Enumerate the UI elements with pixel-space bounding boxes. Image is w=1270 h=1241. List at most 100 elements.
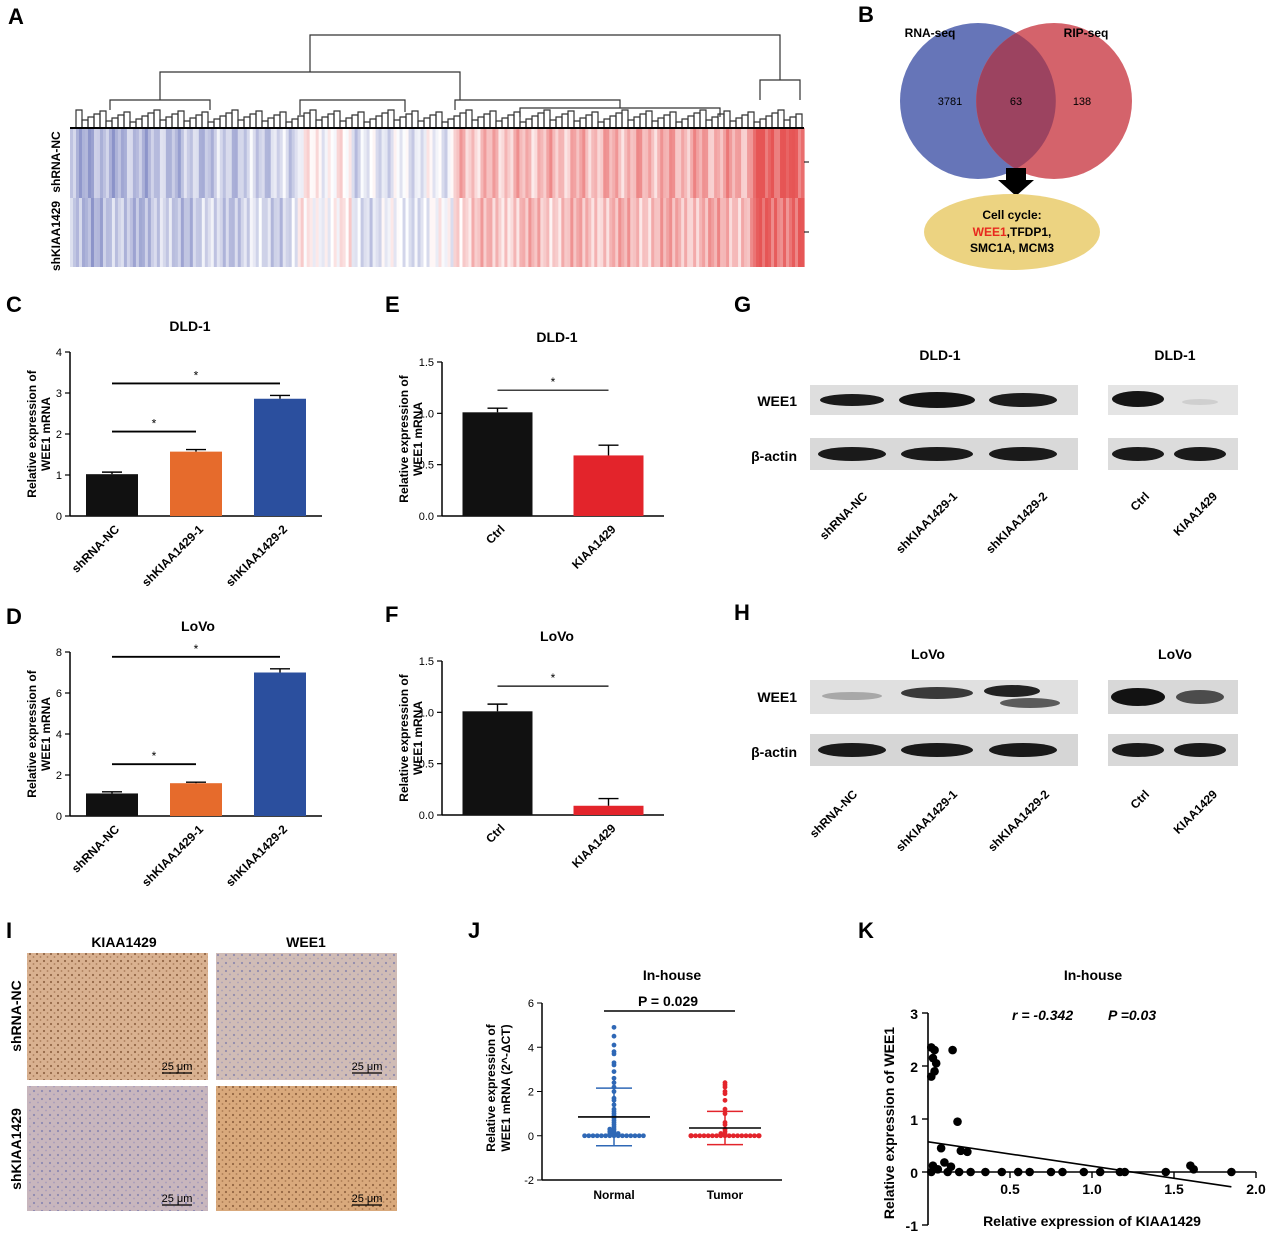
blot-g-right-title: DLD-1 <box>1154 347 1195 363</box>
heatmap-cell <box>252 128 257 198</box>
heatmap-cell <box>414 128 419 198</box>
data-point <box>611 1024 617 1030</box>
heatmap-cell <box>369 128 374 198</box>
dendrogram-branch <box>615 112 623 128</box>
heatmap-cell <box>543 198 547 267</box>
blot-g-wee1-band-1 <box>820 394 884 406</box>
bar <box>254 398 306 516</box>
y-tick-label: 4 <box>528 1042 534 1054</box>
heatmap-cell <box>705 198 709 267</box>
heatmap-cell <box>186 128 191 198</box>
heatmap-cell <box>222 198 227 267</box>
heatmap-cell <box>591 128 595 198</box>
heatmap-cell <box>237 198 242 267</box>
blot-h-lane-2: shKIAA1429-1 <box>893 787 960 854</box>
heatmap-cell <box>105 198 110 267</box>
data-point <box>739 1133 745 1139</box>
y-axis-label: Relative expression of <box>397 673 411 801</box>
heatmap-cell <box>675 128 679 198</box>
heatmap-cell <box>741 128 745 198</box>
heatmap-cell <box>408 128 413 198</box>
data-point <box>615 1133 621 1139</box>
heatmap-cell <box>621 128 625 198</box>
heatmap-cell <box>801 198 805 267</box>
data-point <box>756 1133 762 1139</box>
bar <box>573 805 644 815</box>
data-point <box>710 1133 715 1139</box>
heatmap-cell <box>540 128 544 198</box>
dendrogram-branch <box>279 111 287 128</box>
heatmap-cell <box>96 198 101 267</box>
heatmap-cell <box>156 198 161 267</box>
dendrogram-branch <box>159 119 167 128</box>
y-tick-label: 0 <box>56 511 62 523</box>
dendrogram-branch <box>249 113 257 128</box>
data-point <box>611 1080 617 1086</box>
dendrogram-branch <box>375 115 383 128</box>
heatmap-cell <box>747 128 751 198</box>
dendrogram-branch <box>105 120 113 128</box>
data-point <box>1025 1167 1034 1177</box>
heatmap-cell <box>90 198 95 267</box>
dendrogram-branch <box>357 111 365 128</box>
dendrogram-branch <box>93 113 101 128</box>
chart-title: LoVo <box>540 628 574 644</box>
heatmap-cell <box>684 128 688 198</box>
heatmap-cell <box>447 128 452 198</box>
venn-count-right: 138 <box>1073 96 1091 108</box>
y-tick-label: 4 <box>56 729 62 741</box>
heatmap-cell <box>390 198 395 267</box>
heatmap-cell <box>609 198 613 267</box>
data-point <box>752 1133 757 1139</box>
heatmap-cell <box>354 198 359 267</box>
dendrogram-branch <box>219 115 227 128</box>
heatmap-cell <box>393 128 398 198</box>
heatmap-cell <box>516 128 520 198</box>
dendrogram-branch <box>243 116 251 128</box>
dendrogram-branch <box>411 110 419 128</box>
heatmap-cell <box>459 128 464 198</box>
data-point <box>693 1133 698 1139</box>
heatmap-cell <box>93 128 98 198</box>
dendrogram-branch <box>771 112 779 128</box>
bar-chart-d: D LoVo 0 2 4 6 8 Relative expression of WEE1 mRN… <box>6 604 322 889</box>
panel-label-c: C <box>6 292 22 317</box>
heatmap-cell <box>111 128 116 198</box>
heatmap-cell <box>144 128 149 198</box>
heatmap-cell <box>504 198 509 267</box>
heatmap-cell <box>534 128 538 198</box>
western-blot-g: G DLD-1 DLD-1 WEE1 β-actin shRNA-NC shKI… <box>734 292 1238 556</box>
dendrogram-branch <box>525 118 533 128</box>
dendrogram-branch <box>741 114 749 128</box>
heatmap-cell <box>96 128 101 198</box>
heatmap-cell <box>357 198 362 267</box>
heatmap-cell <box>762 128 766 198</box>
heatmap-cell <box>405 128 410 198</box>
dendrogram-branch <box>255 110 263 128</box>
heatmap-cell <box>456 128 461 198</box>
heatmap-cell <box>99 128 104 198</box>
dendrogram-branch <box>681 118 689 128</box>
heatmap-cell <box>798 198 802 267</box>
heatmap-cell <box>462 198 467 267</box>
heatmap-cell <box>285 128 290 198</box>
data-point <box>931 1059 941 1068</box>
heatmap-cell <box>78 128 83 198</box>
dendrogram-branch <box>177 110 185 128</box>
heatmap-cell <box>99 198 104 267</box>
heatmap-cell <box>639 128 643 198</box>
heatmap-row-label-2: shKIAA1429 <box>49 201 63 271</box>
heatmap-cell <box>426 198 431 267</box>
heatmap-cell <box>246 128 251 198</box>
heatmap-cell <box>702 198 706 267</box>
heatmap-cell <box>270 128 275 198</box>
scale-bar-label-1: 25 μm <box>162 1061 193 1073</box>
heatmap-cell <box>384 128 389 198</box>
dendrogram-branch <box>555 116 563 128</box>
heatmap-cell <box>330 198 335 267</box>
heatmap-cell <box>432 128 437 198</box>
heatmap-cell <box>222 128 227 198</box>
heatmap-cell <box>219 198 224 267</box>
heatmap-cell <box>708 128 712 198</box>
heatmap-cell <box>468 198 473 267</box>
